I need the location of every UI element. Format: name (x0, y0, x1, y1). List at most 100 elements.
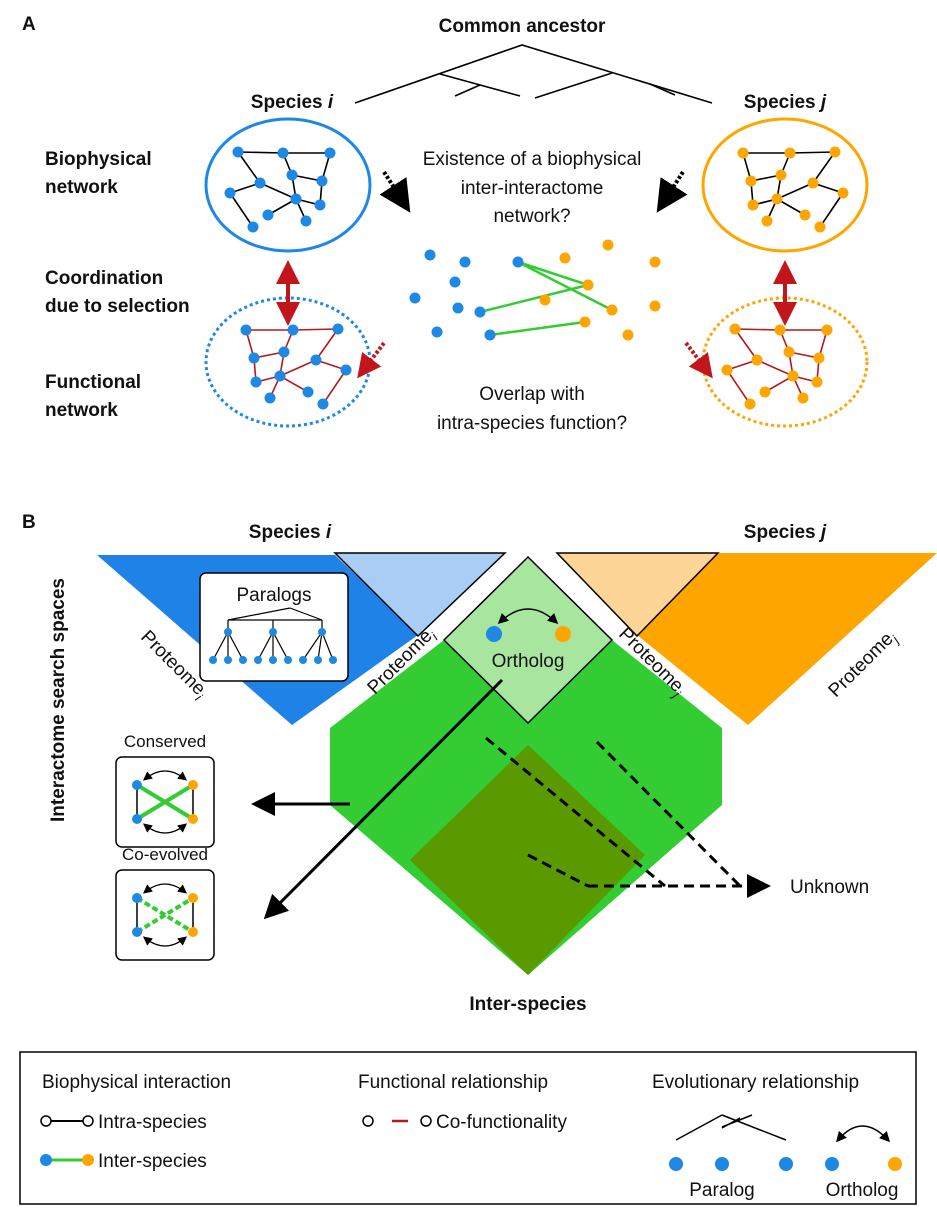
node (132, 927, 142, 937)
panel-label: A (22, 14, 36, 35)
node (362, 1115, 374, 1127)
paralogs-label: Paralogs (237, 585, 312, 606)
node (761, 215, 773, 227)
ortholog-label: Ortholog (492, 651, 565, 672)
legend-title: Evolutionary relationship (652, 1072, 859, 1093)
node (797, 392, 809, 404)
node (486, 626, 502, 642)
node (721, 364, 733, 376)
heading: Inter-species (469, 994, 586, 1015)
node (813, 352, 825, 364)
node (132, 814, 142, 824)
edge (229, 192, 254, 228)
question: Overlap with (479, 384, 585, 405)
edge (257, 631, 274, 661)
node (759, 386, 771, 398)
question: network? (493, 206, 570, 227)
edge (734, 328, 758, 361)
arrow (142, 883, 188, 894)
node (452, 302, 464, 314)
node (649, 256, 661, 268)
species-label: Species j (744, 522, 827, 543)
node (799, 209, 811, 221)
node (269, 656, 277, 664)
legend-title: Biophysical interaction (42, 1072, 231, 1093)
row-label: network (45, 400, 118, 421)
networks (224, 146, 849, 410)
edge (675, 1114, 723, 1141)
edge (289, 607, 323, 621)
node (539, 294, 551, 306)
node (302, 386, 314, 398)
node (224, 656, 232, 664)
species-label: Species i (251, 92, 334, 113)
node (287, 324, 299, 336)
node (340, 364, 352, 376)
node (284, 656, 292, 664)
node (837, 187, 849, 199)
arrow (142, 770, 188, 781)
arrow (836, 1125, 891, 1143)
node (262, 209, 274, 221)
box-contents (132, 770, 198, 947)
edge (227, 607, 291, 621)
node (318, 628, 326, 636)
paralogs-box (199, 572, 349, 682)
node (787, 370, 799, 382)
row-label: due to selection (45, 296, 190, 317)
row-label: Biophysical (45, 149, 152, 170)
species-label: Species j (744, 92, 827, 113)
node (274, 370, 286, 382)
node (622, 329, 634, 341)
edge (819, 192, 844, 228)
node (188, 927, 198, 937)
node (240, 324, 252, 336)
node (888, 1157, 902, 1171)
legend-box (19, 1051, 917, 1205)
node (431, 326, 443, 338)
heading: Common ancestor (439, 16, 606, 37)
legend-label: Paralog (689, 1180, 755, 1201)
node (290, 193, 302, 205)
edge (756, 359, 794, 377)
node (329, 656, 337, 664)
node (512, 256, 524, 268)
node (132, 893, 142, 903)
edge (812, 151, 836, 184)
node (737, 147, 749, 159)
node (649, 300, 661, 312)
node (40, 1115, 52, 1127)
node (775, 169, 787, 181)
edge (776, 182, 814, 200)
node (254, 656, 262, 664)
node (250, 376, 262, 388)
edge (315, 328, 339, 361)
node (582, 279, 594, 291)
arrow (142, 823, 188, 834)
node (314, 199, 326, 211)
edge (237, 151, 261, 184)
question: Existence of a biophysical (423, 149, 642, 170)
edge (135, 896, 195, 934)
node (82, 1115, 94, 1127)
row-label: Coordination (45, 268, 163, 289)
ortholog-space (442, 555, 614, 725)
node (459, 256, 471, 268)
edge (721, 1117, 741, 1129)
row-label: network (45, 177, 118, 198)
arrow (142, 936, 188, 947)
edge (721, 1114, 787, 1141)
node (825, 1157, 839, 1171)
edge (517, 260, 613, 312)
edge (212, 631, 229, 661)
node (807, 177, 819, 189)
node (232, 146, 244, 158)
node (332, 323, 344, 335)
legend-marks (40, 1114, 902, 1171)
node (602, 239, 614, 251)
node (247, 221, 259, 233)
node (188, 893, 198, 903)
node (829, 146, 841, 158)
edge (322, 369, 347, 405)
